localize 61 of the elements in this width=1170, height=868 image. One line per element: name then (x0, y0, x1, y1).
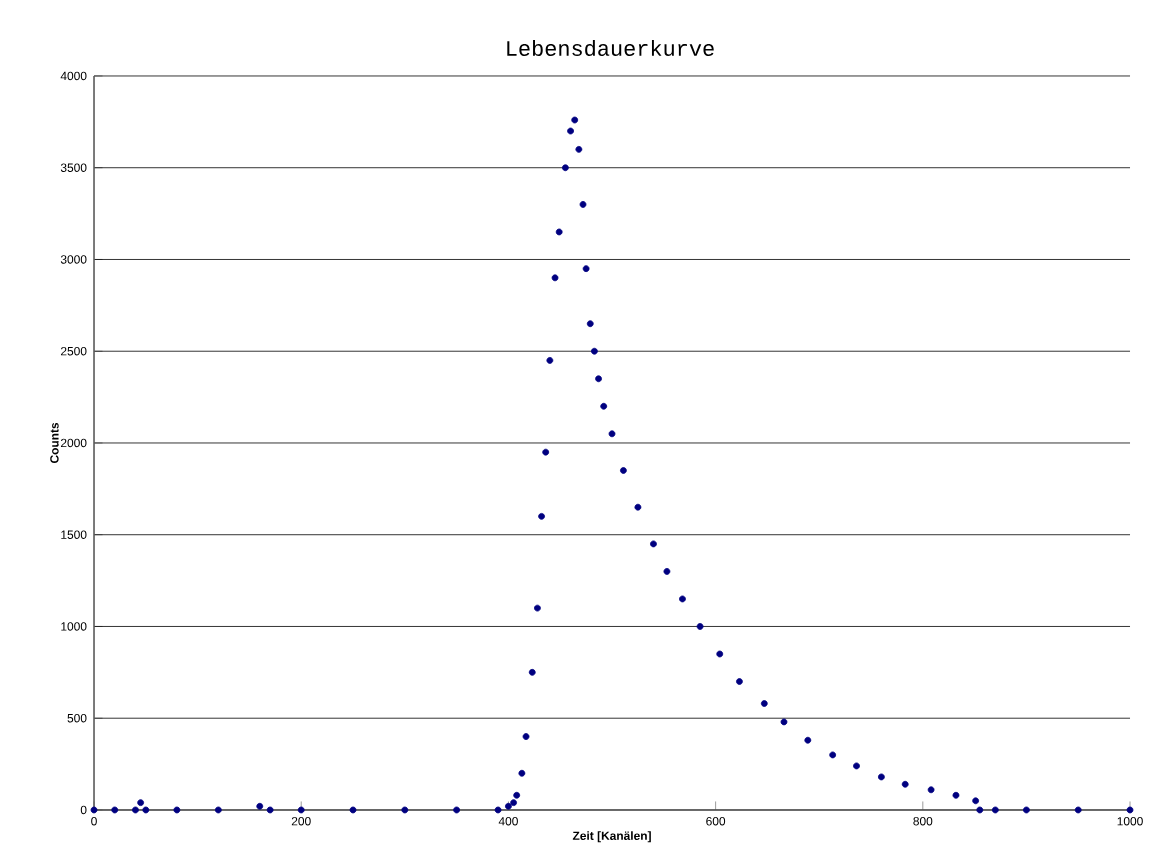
point (90, 806, 98, 814)
point (453, 806, 461, 814)
point (952, 791, 960, 799)
point (853, 762, 860, 770)
point (562, 164, 569, 172)
point (513, 791, 521, 799)
point (1023, 806, 1030, 814)
point (575, 145, 583, 153)
point (137, 799, 145, 807)
point (542, 448, 550, 456)
point (679, 595, 686, 603)
chart-title: Lebensdauerkurve (507, 39, 714, 57)
point (586, 320, 594, 328)
point (142, 806, 150, 814)
point (505, 802, 512, 810)
point (567, 127, 574, 135)
point (522, 733, 530, 740)
point (538, 512, 545, 520)
point (829, 751, 837, 759)
point (780, 718, 788, 726)
point (266, 806, 274, 814)
point (518, 769, 526, 777)
point (534, 604, 541, 612)
point (663, 568, 671, 575)
point (976, 806, 984, 814)
point (173, 806, 181, 814)
point (620, 467, 627, 474)
point (214, 806, 222, 814)
point (716, 650, 724, 658)
point (804, 736, 812, 744)
point (349, 806, 357, 814)
point (546, 357, 554, 364)
point (1074, 806, 1082, 814)
point (528, 668, 536, 676)
point (600, 402, 608, 410)
point (650, 540, 657, 548)
point (760, 700, 768, 707)
point (551, 274, 559, 282)
point (582, 265, 590, 273)
point (297, 806, 305, 814)
point (555, 228, 563, 236)
point (591, 347, 598, 355)
point (634, 503, 642, 511)
point (608, 430, 616, 438)
point (132, 806, 139, 814)
point (696, 623, 704, 630)
point (571, 116, 579, 124)
point (901, 780, 909, 788)
point (877, 773, 885, 781)
point (927, 786, 935, 794)
point (510, 799, 517, 807)
point (1126, 806, 1134, 814)
point (494, 806, 502, 814)
point (972, 797, 980, 805)
point (401, 806, 409, 814)
point (256, 802, 264, 810)
point (991, 806, 999, 814)
point (736, 678, 743, 685)
point (595, 375, 602, 383)
point (579, 201, 587, 208)
point (111, 806, 119, 814)
